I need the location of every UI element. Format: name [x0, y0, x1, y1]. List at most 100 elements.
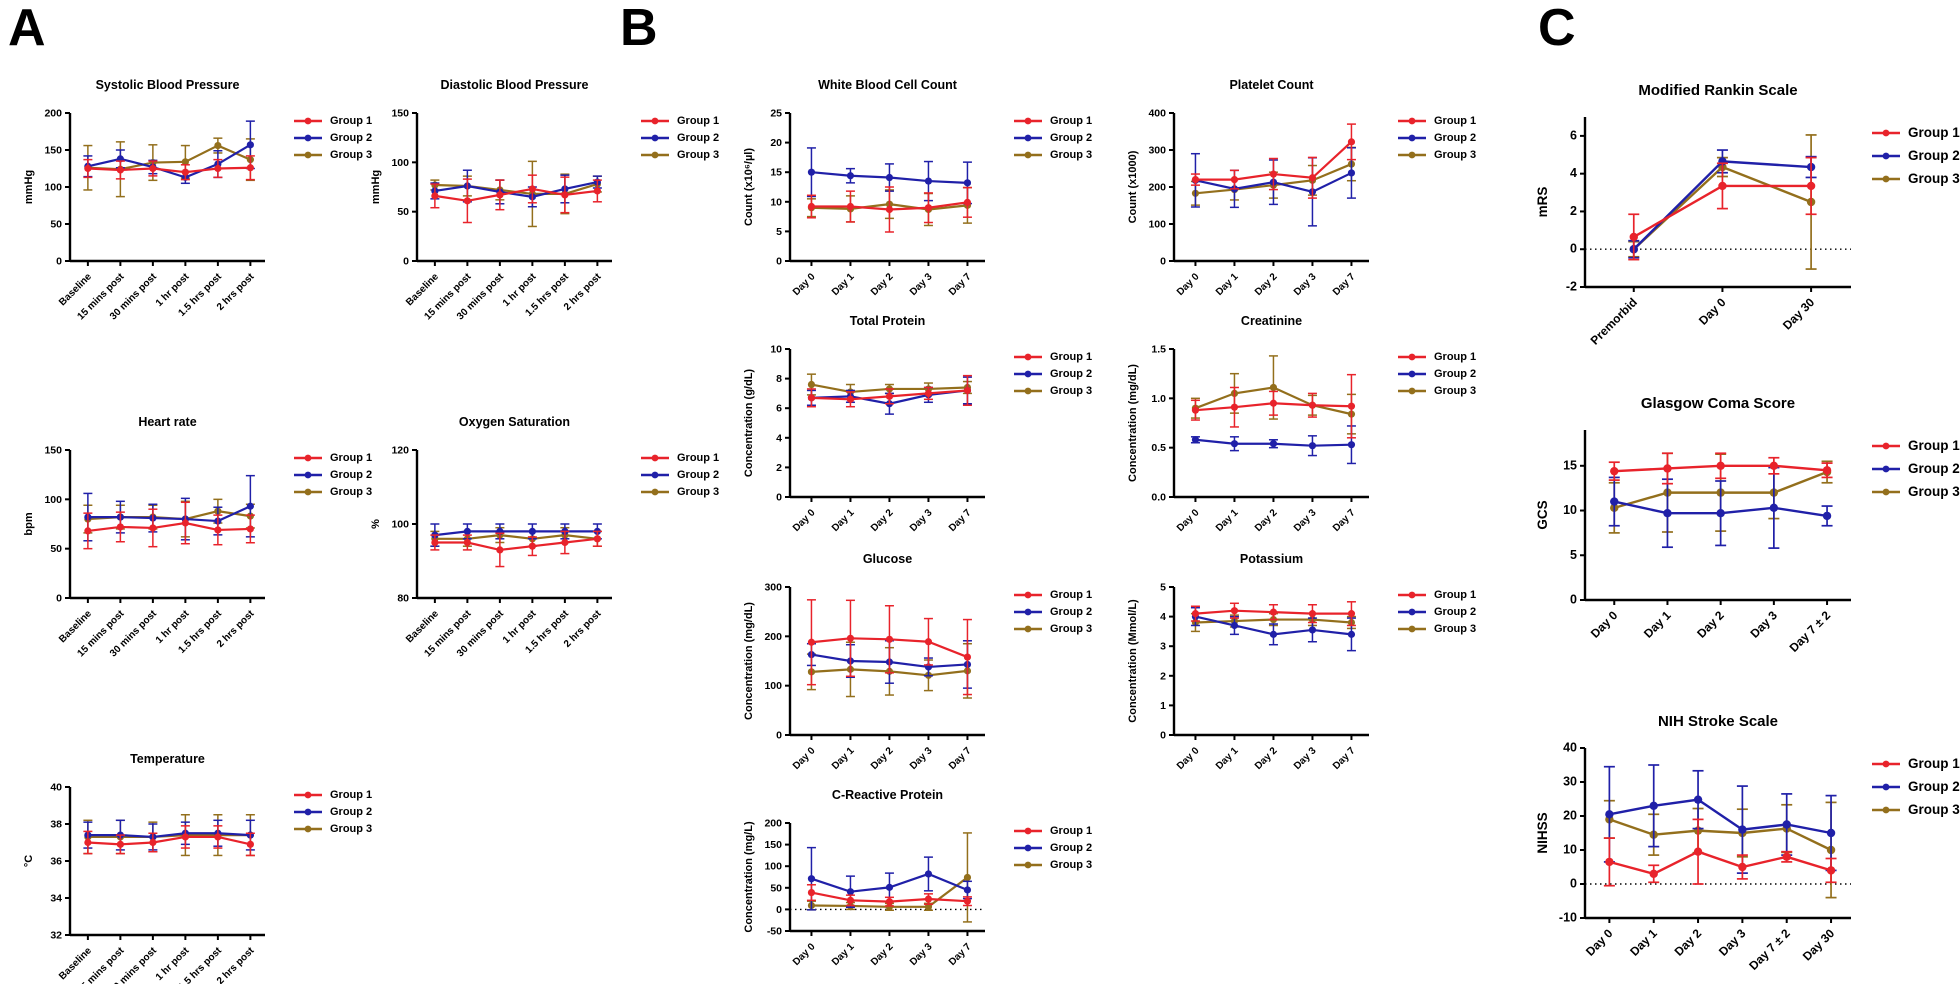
legend-item-group-1: Group 1	[293, 789, 372, 801]
axes	[68, 450, 265, 600]
svg-text:Day 7 ± 2: Day 7 ± 2	[1746, 926, 1793, 973]
legend-label: Group 3	[677, 486, 720, 498]
svg-text:10: 10	[1563, 503, 1577, 517]
svg-text:0: 0	[776, 492, 782, 504]
chart-nih-stroke-scale: NIH Stroke Scale NIHSS -10 0 10 20 30 40 Day 0 Da…	[1535, 708, 1960, 984]
panel-c-label: C	[1538, 0, 1576, 57]
y-axis-label: NIHSS	[1535, 812, 1550, 853]
svg-text:0: 0	[776, 904, 782, 916]
series-group-2	[1190, 425, 1356, 465]
y-axis-label: mRS	[1535, 187, 1550, 218]
svg-text:0: 0	[403, 256, 409, 268]
svg-text:Day 0: Day 0	[791, 745, 818, 772]
legend-item-group-3: Group 3	[640, 486, 719, 498]
legend-item-group-1: Group 1	[1397, 351, 1476, 363]
svg-text:Day 2: Day 2	[1253, 507, 1280, 534]
series-group-1	[806, 599, 972, 696]
panel-b-label: B	[620, 0, 658, 57]
x-axis-ticks: Day 0 Day 1 Day 2 Day 3 Day 7	[1175, 261, 1358, 298]
svg-text:0: 0	[1570, 593, 1577, 607]
y-axis-ticks: -2 0 2 4 6	[1566, 128, 1585, 294]
legend-marker-icon	[1014, 827, 1042, 835]
svg-text:200: 200	[764, 631, 782, 643]
legend-marker-icon	[1014, 151, 1042, 159]
legend-item-group-3: Group 3	[1397, 623, 1476, 635]
svg-text:34: 34	[50, 893, 62, 905]
legend-marker-icon	[641, 454, 669, 462]
series-group-1	[83, 501, 255, 550]
legend-marker-icon	[294, 825, 322, 833]
chart-title: Modified Rankin Scale	[1638, 82, 1797, 99]
legend-label: Group 3	[1050, 149, 1093, 161]
legend-label: Group 1	[677, 115, 720, 127]
chart-title: Creatinine	[1241, 314, 1302, 328]
chart-creatinine: Creatinine Concentration (mg/dL) 0.0 0.5 1.0…	[1122, 307, 1476, 562]
chart-modified-rankin-scale: Modified Rankin Scale mRS -2 0 2 4 6 Premorbid D…	[1535, 77, 1960, 362]
y-axis-label: Concentration (mg/L)	[743, 821, 755, 933]
legend: Group 1 Group 2 Group 3	[293, 789, 372, 840]
y-axis-ticks: -10 0 10 20 30 40	[1559, 741, 1585, 925]
legend-item-group-2: Group 2	[293, 469, 372, 481]
svg-text:150: 150	[391, 108, 409, 120]
legend-item-group-3: Group 3	[293, 823, 372, 835]
svg-text:100: 100	[44, 494, 62, 506]
legend-marker-icon	[1872, 760, 1900, 767]
legend-marker-icon	[1398, 353, 1426, 361]
y-axis-ticks: 0.0 0.5 1.0 1.5	[1151, 344, 1174, 504]
y-axis-ticks: 0 50 100 150 200	[44, 108, 70, 268]
c-reactive-protein-plot: C-Reactive Protein Concentration (mg/L) -5…	[743, 788, 985, 968]
y-axis-ticks: 0 5 10 15 20 25	[770, 108, 790, 268]
svg-text:0: 0	[776, 730, 782, 742]
chart-title: Platelet Count	[1229, 78, 1314, 92]
legend-marker-icon	[1014, 117, 1042, 125]
svg-text:4: 4	[1570, 166, 1577, 180]
legend-label: Group 2	[1050, 368, 1093, 380]
chart-title: Heart rate	[138, 415, 196, 429]
svg-text:Premorbid: Premorbid	[1588, 295, 1640, 347]
legend: Group 1 Group 2 Group 3	[640, 115, 719, 166]
legend-item-group-3: Group 3	[1871, 802, 1960, 817]
legend-label: Group 1	[1908, 756, 1960, 771]
chart-oxygen-saturation: Oxygen Saturation% 80 100 120 Baseline 15 min…	[365, 408, 719, 663]
svg-text:25: 25	[770, 108, 782, 120]
legend-item-group-3: Group 3	[293, 149, 372, 161]
legend-marker-icon	[1398, 608, 1426, 616]
legend-label: Group 3	[1434, 623, 1477, 635]
svg-text:400: 400	[1148, 108, 1166, 120]
legend-item-group-1: Group 1	[1871, 756, 1960, 771]
legend-marker-icon	[1014, 608, 1042, 616]
svg-text:Day 1: Day 1	[830, 271, 857, 298]
legend: Group 1 Group 2 Group 3	[1013, 825, 1092, 876]
legend-item-group-3: Group 3	[1871, 484, 1960, 499]
legend-label: Group 1	[1434, 115, 1477, 127]
chart-title: Total Protein	[850, 314, 925, 328]
chart-title: Temperature	[130, 752, 205, 766]
legend-marker-icon	[1872, 175, 1900, 182]
chart-heart-rate: Heart rate bpm 0 50 100 150 Baseline 15 mins po…	[18, 408, 372, 663]
legend-label: Group 3	[1050, 859, 1093, 871]
svg-text:0: 0	[776, 256, 782, 268]
legend-label: Group 2	[330, 806, 373, 818]
svg-text:Day 2: Day 2	[1694, 608, 1727, 641]
legend-item-group-1: Group 1	[1871, 125, 1960, 140]
svg-text:15: 15	[770, 167, 782, 179]
axes	[1583, 748, 1851, 920]
svg-text:0: 0	[1570, 877, 1577, 891]
legend-label: Group 3	[1908, 802, 1960, 817]
legend: Group 1 Group 2 Group 3	[293, 115, 372, 166]
legend: Group 1 Group 2 Group 3	[1871, 125, 1960, 194]
legend-label: Group 2	[1050, 842, 1093, 854]
series-group-1	[1190, 601, 1356, 627]
axes	[1583, 430, 1851, 602]
x-axis-ticks: Day 0 Day 1 Day 2 Day 3 Day 7 ± 2	[1588, 600, 1833, 655]
total-protein-plot: Total Protein Concentration (g/dL) 0 2 4 6 8 10…	[743, 314, 985, 534]
svg-text:32: 32	[50, 930, 62, 942]
svg-text:5: 5	[1570, 548, 1577, 562]
legend: Group 1 Group 2 Group 3	[1013, 115, 1092, 166]
legend-label: Group 2	[1434, 132, 1477, 144]
legend-label: Group 1	[1908, 438, 1960, 453]
series-group-2	[1608, 466, 1833, 549]
svg-text:1: 1	[1160, 700, 1166, 712]
